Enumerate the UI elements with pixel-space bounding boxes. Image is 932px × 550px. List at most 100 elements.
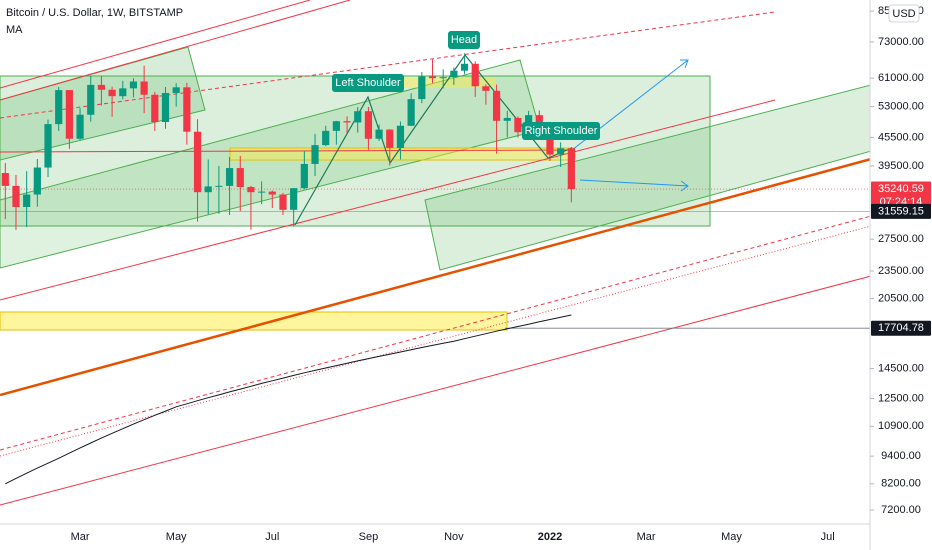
ma-line — [5, 314, 572, 485]
candle-body — [471, 63, 479, 87]
x-tick-label: Mar — [637, 531, 656, 543]
candle-body — [428, 76, 437, 79]
candle-body — [514, 117, 522, 133]
candle-body — [492, 90, 501, 121]
candle-body — [450, 70, 458, 78]
candle-body — [482, 86, 490, 91]
y-tick-label: 9400.00 — [881, 450, 921, 462]
candle-body — [290, 188, 298, 210]
candle-body — [183, 87, 191, 132]
arrow-head — [680, 180, 689, 192]
trend-line — [0, 99, 776, 301]
x-tick-label: May — [721, 531, 742, 543]
drawings — [0, 0, 870, 506]
candle-body — [151, 94, 159, 123]
y-tick-label: 8200.00 — [881, 478, 921, 490]
price-tag — [871, 203, 931, 219]
candle-body — [364, 111, 373, 139]
candle-body — [386, 129, 394, 148]
y-tick-label: 7200.00 — [881, 504, 921, 516]
candle-body — [119, 88, 127, 97]
currency-badge — [888, 4, 920, 23]
candle-body — [161, 92, 170, 123]
x-tick-label: Jul — [821, 531, 835, 543]
candle-body — [258, 191, 266, 193]
candle-body — [343, 121, 351, 123]
candle-body — [44, 124, 52, 168]
annotation-box — [332, 74, 404, 92]
candle-body — [236, 168, 244, 188]
candle-body — [567, 148, 575, 190]
y-tick-label: 39500.00 — [878, 160, 924, 172]
annotation-label: Left Shoulder — [335, 77, 401, 89]
y-tick-label: 61000.00 — [878, 72, 924, 84]
candle-body — [247, 187, 255, 193]
x-tick-label: Nov — [444, 531, 464, 543]
annotation-label: Head — [451, 34, 477, 46]
y-tick-label: 27500.00 — [878, 233, 924, 245]
price-tag-value: 31559.15 — [878, 205, 924, 217]
axes: 85000.0073000.0061000.0053000.0045500.00… — [71, 4, 931, 543]
candle-body — [460, 63, 469, 71]
candle-body — [418, 76, 426, 100]
arrow-head — [680, 59, 689, 69]
candle-body — [12, 185, 20, 207]
zone — [0, 311, 508, 331]
candle-body — [557, 148, 565, 155]
candle-body — [140, 81, 148, 95]
y-tick-label: 10900.00 — [878, 420, 924, 432]
candle-body — [108, 89, 116, 97]
candle-body — [129, 81, 138, 89]
annotation-box — [448, 31, 480, 49]
trend-line — [0, 149, 576, 153]
candle-body — [225, 168, 234, 186]
indicator-label: MA — [6, 24, 23, 36]
y-tick-label: 12500.00 — [878, 392, 924, 404]
currency-label: USD — [892, 8, 915, 20]
candle-body — [407, 99, 415, 126]
x-tick-label: Sep — [359, 531, 379, 543]
candle-body — [311, 145, 319, 164]
trend-line — [0, 0, 311, 89]
candle-body — [33, 167, 41, 195]
candle-body — [76, 114, 84, 139]
candle-body — [65, 90, 73, 139]
annotation-box — [522, 122, 600, 140]
zone — [385, 78, 495, 88]
x-tick-label: May — [166, 531, 187, 543]
candle-body — [279, 194, 287, 210]
candle-body — [215, 185, 223, 187]
price-tag-value: 35240.59 — [878, 183, 924, 195]
candle-body — [23, 194, 31, 207]
trend-line — [0, 158, 870, 397]
candle-body — [204, 186, 212, 193]
candle-body — [87, 84, 95, 115]
x-tick-label: 2022 — [538, 531, 562, 543]
candle-body — [1, 173, 9, 186]
candle-body — [55, 90, 63, 125]
candle-body — [375, 129, 383, 139]
y-tick-label: 53000.00 — [878, 100, 924, 112]
candle-body — [546, 134, 554, 155]
y-tick-label: 14500.00 — [878, 362, 924, 374]
candle-body — [396, 125, 405, 148]
x-tick-label: Mar — [71, 531, 90, 543]
candle-body — [193, 131, 202, 193]
x-tick-label: Jul — [265, 531, 279, 543]
trend-line — [0, 0, 351, 101]
candle-body — [322, 130, 330, 146]
chart-title: Bitcoin / U.S. Dollar, 1W, BITSTAMP — [6, 7, 183, 19]
trend-line — [0, 11, 776, 119]
price-tag-value: 17704.78 — [878, 322, 924, 334]
y-tick-label: 23500.00 — [878, 265, 924, 277]
candle-body — [97, 84, 106, 90]
candle-body — [268, 191, 276, 195]
candle-body — [503, 117, 511, 121]
channel-box — [424, 84, 870, 271]
candle-body — [332, 121, 340, 131]
series: Head Left Shoulder Right Shoulder — [0, 31, 870, 485]
trend-line — [0, 275, 870, 506]
trend-line — [0, 225, 870, 457]
candle-body — [300, 163, 308, 189]
